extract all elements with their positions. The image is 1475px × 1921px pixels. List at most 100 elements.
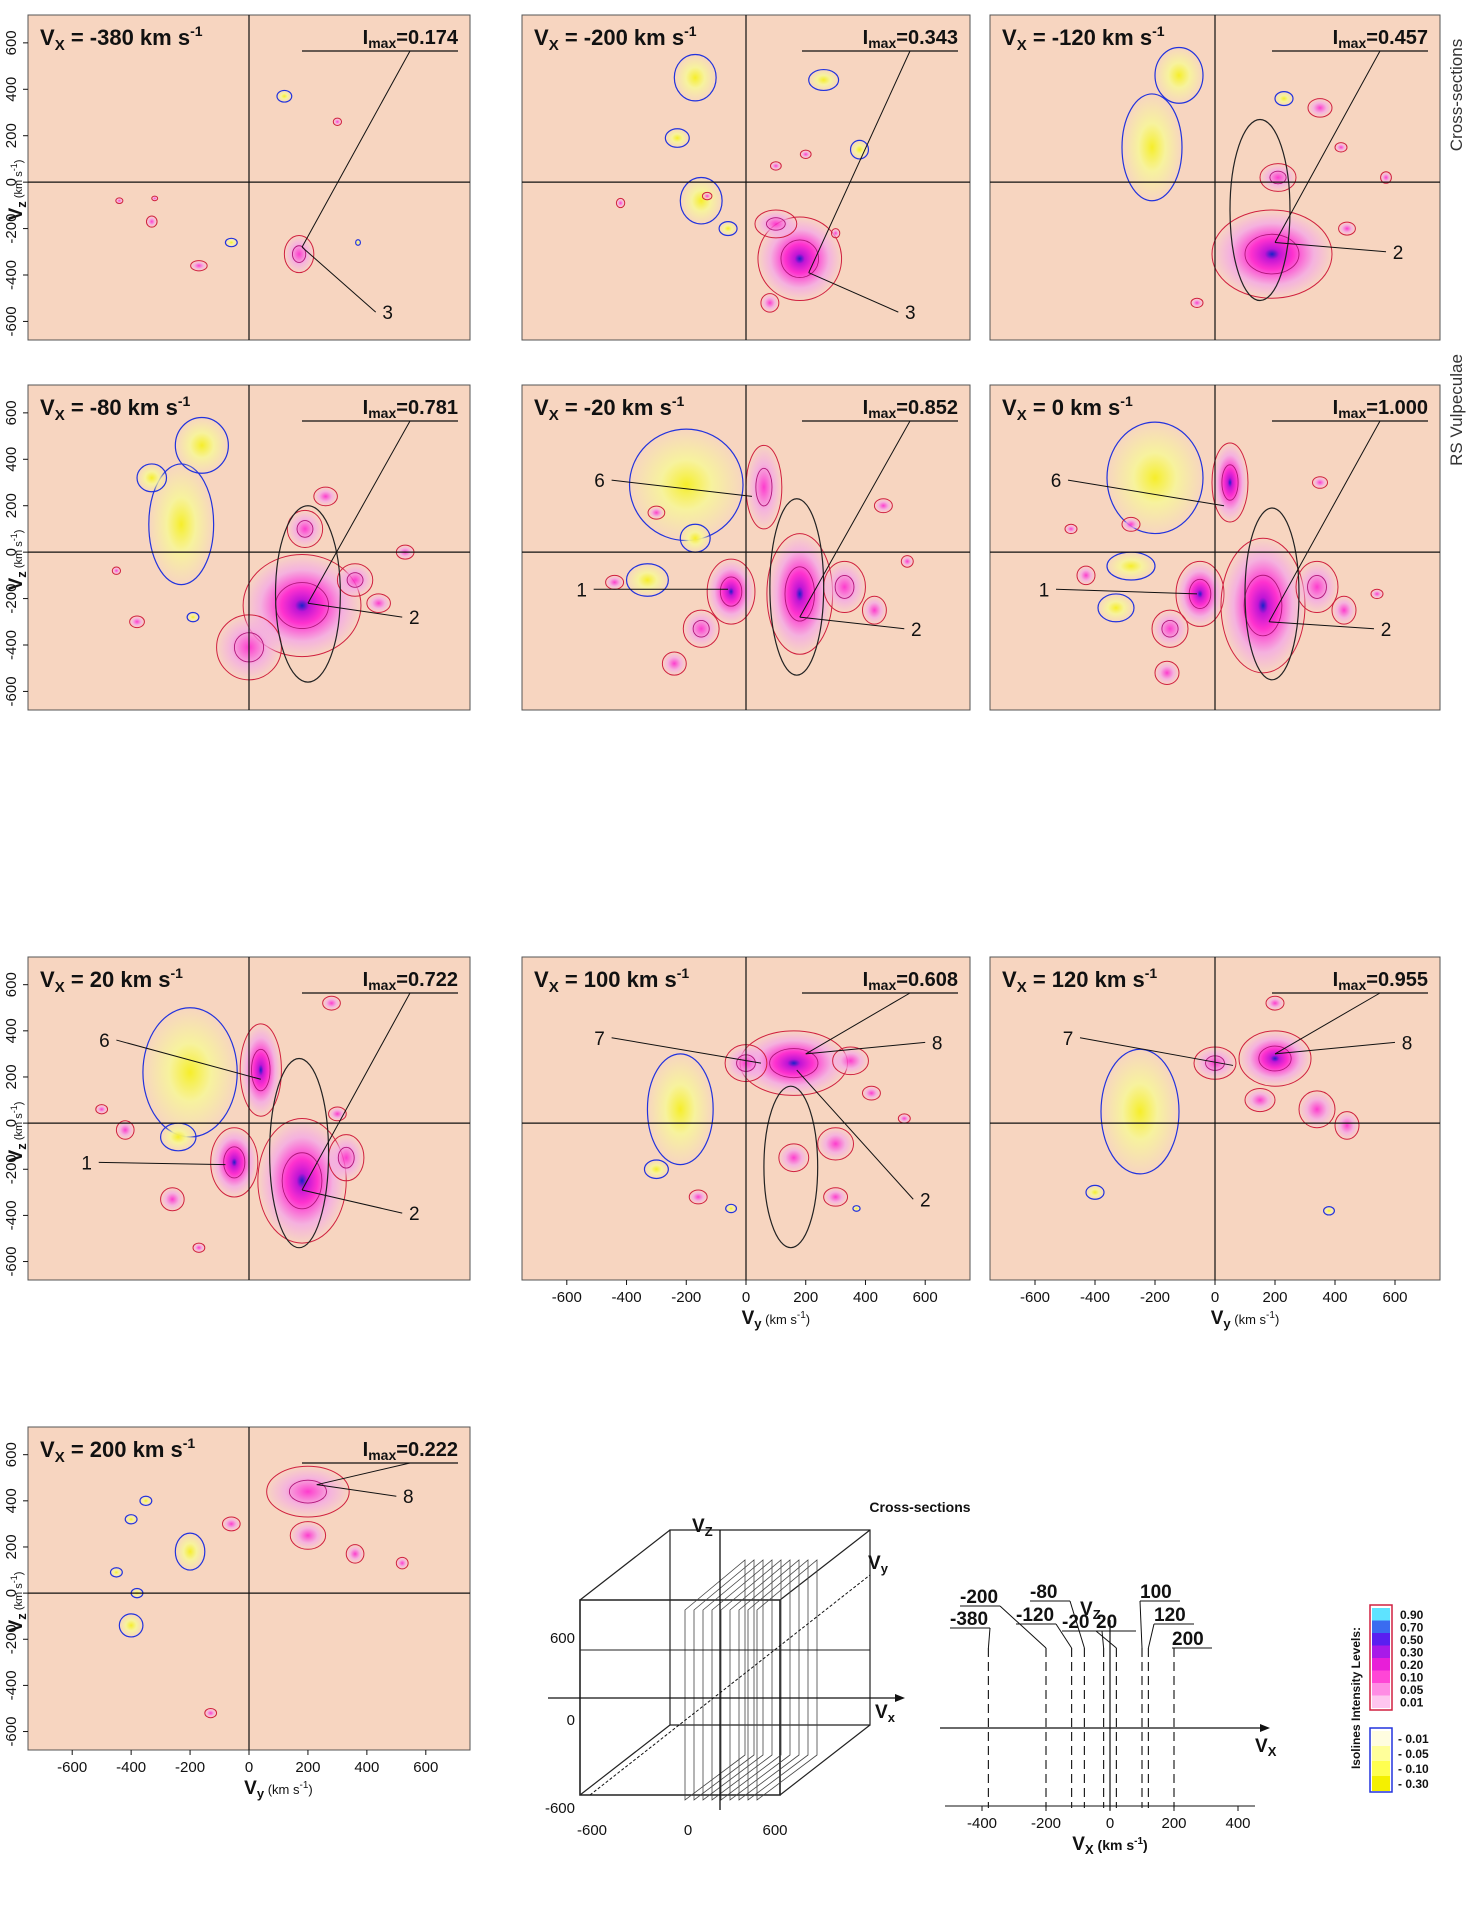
negative-intensity-region <box>628 428 744 542</box>
vy-tick-label: 400 <box>354 1759 379 1776</box>
vx-subscript: X <box>549 37 559 54</box>
imax-label: Imax=0.852 <box>863 397 958 421</box>
legend-positive-swatch <box>1372 1620 1390 1633</box>
callout-leader <box>1079 1037 1234 1066</box>
vy-subscript: y <box>754 1316 762 1331</box>
vz-axis-title: Vz (km s-1) <box>6 1572 29 1633</box>
vz-tick-label: 600 <box>3 30 20 55</box>
vx-unit-exponent: -1 <box>1120 393 1133 409</box>
positive-intensity-region <box>1370 588 1384 600</box>
positive-intensity-region <box>283 235 315 274</box>
vy-subscript: y <box>1223 1316 1231 1331</box>
vy-unit-close: ) <box>806 1312 810 1327</box>
negative-intensity-region <box>643 1159 669 1180</box>
vz-tick-label: 600 <box>3 972 20 997</box>
positive-intensity-region <box>745 444 783 530</box>
panel-plot-area <box>28 957 470 1280</box>
negative-intensity-region <box>646 1053 714 1166</box>
vz-tick-label: 0 <box>3 1589 20 1597</box>
cube-vz-label: VZ <box>692 1516 713 1539</box>
positive-inner-contour <box>281 1152 323 1210</box>
positive-intensity-region <box>286 509 324 549</box>
imax-symbol: I <box>863 27 869 49</box>
positive-intensity-region <box>1331 595 1357 625</box>
negative-intensity-region <box>1106 421 1204 535</box>
slice-marker-label: 120 <box>1154 1605 1186 1626</box>
positive-intensity-region <box>1338 221 1356 236</box>
vy-tick-label: -400 <box>1080 1289 1110 1306</box>
vx-subscript: X <box>1017 407 1027 424</box>
callout-leader <box>301 1189 403 1214</box>
vx-value: = -200 km s <box>559 25 684 50</box>
negative-intensity-region <box>679 176 723 225</box>
vz-tick-label: 200 <box>3 1534 20 1559</box>
vy-tick-label: 0 <box>245 1759 253 1776</box>
vx-unit-exponent: -1 <box>1145 965 1158 981</box>
slice-tick-label: 400 <box>1225 1815 1250 1832</box>
positive-inner-contour <box>1161 619 1179 638</box>
slice-marker-leader <box>1147 1623 1155 1649</box>
vy-symbol: V <box>244 1778 257 1799</box>
positive-inner-contour <box>1307 575 1327 599</box>
vy-axis-title: Vy (km s-1) <box>244 1778 313 1801</box>
vy-tick-label: -400 <box>612 1289 642 1306</box>
slice-marker-leader <box>1055 1623 1073 1649</box>
imax-subscript: max <box>1338 405 1366 421</box>
positive-intensity-region <box>873 498 893 514</box>
vx-value: = 0 km s <box>1027 395 1121 420</box>
imax-symbol: I <box>1333 27 1339 49</box>
positive-intensity-region <box>1312 476 1328 489</box>
vz-unit: (km s <box>13 171 25 201</box>
panel-vx--120: 2 Imax=0.457 VX = -120 km s-1 <box>989 14 1441 341</box>
vx-unit-exponent: -1 <box>190 23 203 39</box>
callout-leader <box>316 1484 397 1497</box>
legend-title: Isolines Intensity Levels: <box>1349 1627 1363 1769</box>
cube-vy-label-symbol: V <box>868 1553 881 1574</box>
slice-vx-arrow <box>1260 1724 1270 1732</box>
negative-intensity-region <box>118 1613 144 1638</box>
vx-value: = 120 km s <box>1027 967 1145 992</box>
cube-slice-plane <box>693 1559 755 1801</box>
slice-bottom-close: ) <box>1143 1837 1148 1853</box>
positive-intensity-region <box>366 593 391 614</box>
negative-intensity-region <box>224 237 238 248</box>
legend-positive-value: 0.50 <box>1400 1633 1424 1647</box>
slice-bottom-exponent: -1 <box>1134 1836 1143 1847</box>
negative-intensity-region <box>1100 1048 1180 1175</box>
negative-intensity-region <box>718 221 738 237</box>
cube-edge <box>779 1529 871 1601</box>
callout-label: 2 <box>1393 243 1404 264</box>
vy-axis-title: Vy (km s-1) <box>1211 1308 1280 1331</box>
imax-subscript: max <box>1338 977 1366 993</box>
slice-marker-leader <box>1069 1600 1085 1649</box>
cube-vy-axis <box>589 1574 871 1796</box>
vz-subscript: z <box>14 201 29 208</box>
vz-tick-label: 200 <box>3 493 20 518</box>
vz-tick-label: 0 <box>3 1119 20 1127</box>
legend-positive-swatch <box>1372 1670 1390 1683</box>
negative-intensity-region <box>679 523 711 553</box>
cube-vz-label-subscript: Z <box>705 1524 713 1539</box>
callout-leader <box>1055 588 1198 595</box>
positive-intensity-region <box>817 1127 855 1161</box>
intensity-legend: 0.900.700.500.300.200.100.050.01- 0.01- … <box>1349 1604 1429 1793</box>
vz-tick-label: 400 <box>3 1488 20 1513</box>
legend-positive-swatch <box>1372 1608 1390 1621</box>
negative-intensity-region <box>124 1514 138 1525</box>
imax-label: Imax=0.781 <box>363 397 458 421</box>
callout-label: 3 <box>382 303 393 324</box>
imax-leader <box>316 1462 411 1486</box>
vx-subscript: X <box>1017 979 1027 996</box>
vz-unit: (km s <box>13 1113 25 1143</box>
callout-leader <box>1274 1041 1396 1055</box>
legend-positive-value: 0.05 <box>1400 1683 1424 1697</box>
vy-tick-label: -200 <box>671 1289 701 1306</box>
legend-positive-value: 0.30 <box>1400 1646 1424 1660</box>
callout-label: 6 <box>1051 471 1062 492</box>
positive-intensity-region <box>1121 516 1141 532</box>
negative-intensity-region <box>160 1122 197 1152</box>
positive-intensity-region <box>1190 297 1204 309</box>
callout-label: 6 <box>99 1031 110 1052</box>
